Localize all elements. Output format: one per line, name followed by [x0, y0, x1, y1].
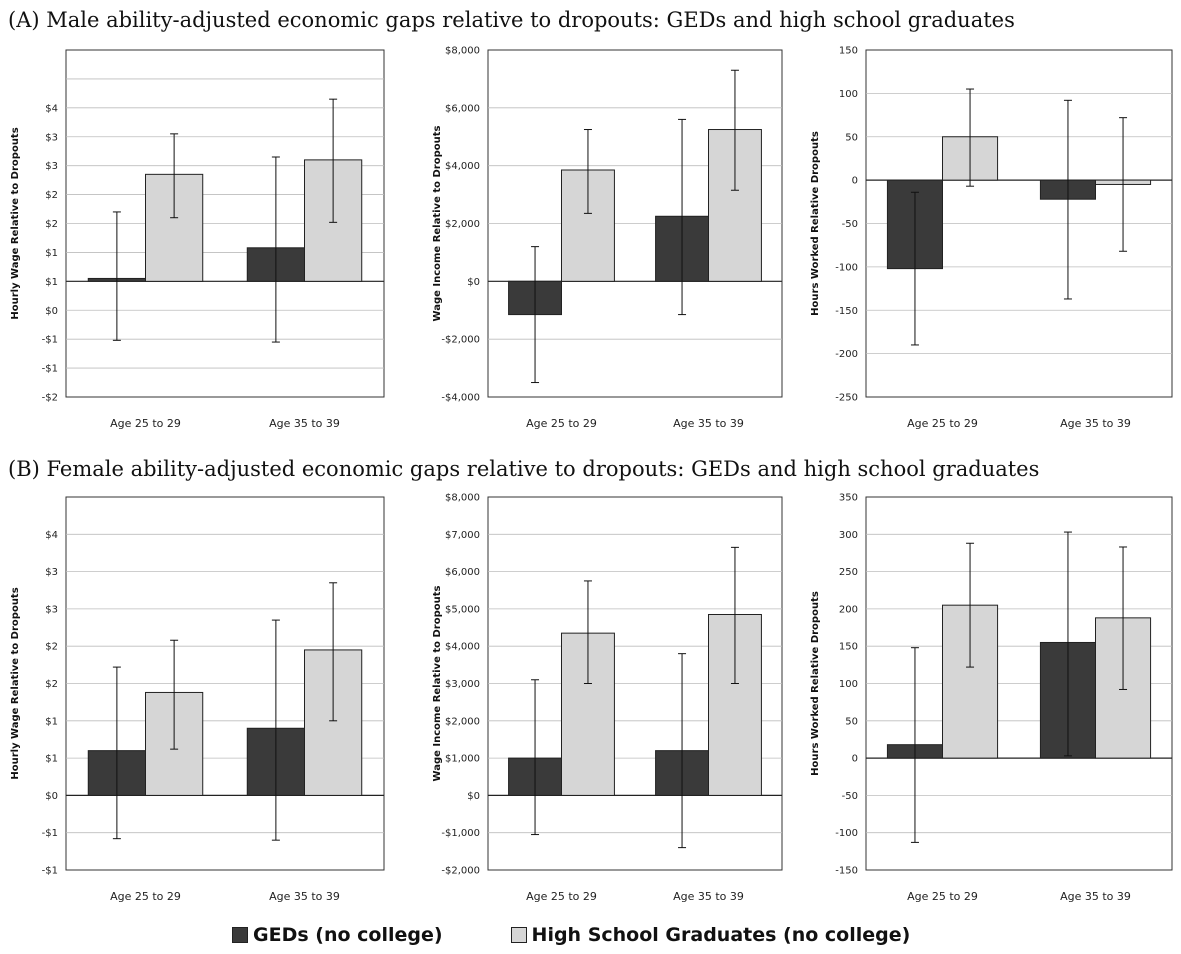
y-tick-label: $8,000 [445, 493, 480, 504]
y-tick-label: $3 [45, 567, 58, 578]
legend: GEDs (no college) High School Graduates … [232, 924, 978, 946]
y-tick-label: $1,000 [445, 754, 480, 765]
y-tick-label: 0 [852, 754, 858, 765]
legend-swatch-ged [232, 927, 248, 943]
y-tick-label: $0 [467, 277, 480, 288]
legend-label-ged: GEDs (no college) [253, 924, 443, 946]
y-tick-label: 0 [852, 176, 858, 187]
chart-6: -150 -100 -50 0 50 100 150 200 250 300 350 Age 25 t… [810, 493, 1173, 903]
y-tick-label: $1 [45, 754, 58, 765]
y-tick-label: $4,000 [445, 161, 480, 172]
x-category-label: Age 25 to 29 [526, 890, 597, 903]
y-tick-label: $6,000 [445, 567, 480, 578]
y-axis-title: Hourly Wage Relative to Dropouts [10, 587, 21, 779]
panel-a-title: (A) Male ability-adjusted economic gaps … [8, 8, 1015, 32]
x-category-label: Age 25 to 29 [110, 417, 181, 430]
y-tick-label: $2 [45, 190, 58, 201]
y-tick-label: $6,000 [445, 103, 480, 114]
y-axis-title: Wage Income Relative to Dropouts [432, 585, 443, 781]
chart-3: -250 -200 -150 -100 -50 0 50 100 150 Age 25 to 29… [810, 46, 1173, 430]
x-category-label: Age 35 to 39 [1060, 417, 1131, 430]
x-category-label: Age 35 to 39 [673, 417, 744, 430]
y-tick-label: -50 [842, 791, 858, 802]
x-category-label: Age 35 to 39 [673, 890, 744, 903]
y-tick-label: -$1 [42, 866, 58, 877]
y-tick-label: 100 [839, 679, 858, 690]
legend-item-hs: High School Graduates (no college) [510, 924, 911, 946]
y-tick-label: -150 [835, 306, 858, 317]
x-category-label: Age 25 to 29 [907, 890, 978, 903]
legend-label-hs: High School Graduates (no college) [531, 924, 911, 946]
y-tick-label: $0 [467, 791, 480, 802]
legend-item-ged: GEDs (no college) [232, 924, 443, 946]
y-axis-title: Wage Income Relative to Dropouts [432, 125, 443, 321]
y-tick-label: -50 [842, 219, 858, 230]
y-tick-label: 300 [839, 530, 858, 541]
chart-2: -$4,000 -$2,000 $0 $2,000 $4,000 $6,000 $8,000… [432, 46, 783, 430]
y-tick-label: 250 [839, 567, 858, 578]
chart-4: -$1 -$1 $0 $1 $1 $2 $2 $3 $3 $4 Age 25 to 29 Age 35… [10, 496, 385, 903]
x-category-label: Age 25 to 29 [526, 417, 597, 430]
y-tick-label: $3 [45, 132, 58, 143]
y-tick-label: 150 [839, 46, 858, 57]
y-tick-label: -$1 [42, 335, 58, 346]
y-tick-label: 50 [845, 132, 858, 143]
y-tick-label: $5,000 [445, 604, 480, 615]
y-tick-label: 50 [845, 716, 858, 727]
y-tick-label: 100 [839, 89, 858, 100]
y-tick-label: 350 [839, 493, 858, 504]
y-tick-label: $2,000 [445, 716, 480, 727]
y-tick-label: -150 [835, 866, 858, 877]
y-tick-label: $0 [45, 791, 58, 802]
y-tick-label: $1 [45, 248, 58, 259]
chart-5: -$2,000 -$1,000 $0 $1,000 $2,000 $3,000 $4,000… [432, 493, 783, 903]
y-tick-label: -$2,000 [441, 335, 480, 346]
y-tick-label: $2,000 [445, 219, 480, 230]
x-category-label: Age 25 to 29 [907, 417, 978, 430]
y-tick-label: -$1 [42, 364, 58, 375]
y-tick-label: $2 [45, 679, 58, 690]
y-tick-label: -100 [835, 262, 858, 273]
y-tick-label: $4 [45, 103, 58, 114]
y-tick-label: -$1,000 [441, 828, 480, 839]
chart-1: -$2 -$1 -$1 $0 $1 $1 $2 $2 $3 $3 $4 Age 25 to 29 Age… [10, 49, 385, 430]
x-category-label: Age 35 to 39 [269, 417, 340, 430]
y-tick-label: $1 [45, 277, 58, 288]
x-category-label: Age 35 to 39 [1060, 890, 1131, 903]
y-tick-label: -$2,000 [441, 866, 480, 877]
y-tick-label: -100 [835, 828, 858, 839]
y-tick-label: $3 [45, 161, 58, 172]
y-tick-label: $2 [45, 642, 58, 653]
y-tick-label: 150 [839, 642, 858, 653]
y-tick-label: $3,000 [445, 679, 480, 690]
legend-swatch-hs [510, 927, 527, 943]
y-tick-label: -$2 [42, 393, 58, 404]
y-tick-label: $2 [45, 219, 58, 230]
y-tick-label: -200 [835, 349, 858, 360]
y-tick-label: $3 [45, 604, 58, 615]
y-tick-label: $0 [45, 306, 58, 317]
y-tick-label: $4 [45, 530, 58, 541]
y-axis-title: Hours Worked Relative Dropouts [810, 131, 821, 316]
y-tick-label: -$1 [42, 828, 58, 839]
panel-b-title: (B) Female ability-adjusted economic gap… [8, 457, 1040, 481]
y-tick-label: -$4,000 [441, 393, 480, 404]
x-category-label: Age 35 to 39 [269, 890, 340, 903]
y-tick-label: $4,000 [445, 642, 480, 653]
y-tick-label: 200 [839, 604, 858, 615]
y-tick-label: $7,000 [445, 530, 480, 541]
x-category-label: Age 25 to 29 [110, 890, 181, 903]
y-tick-label: -250 [835, 393, 858, 404]
y-axis-title: Hourly Wage Relative to Dropouts [10, 127, 21, 319]
y-axis-title: Hours Worked Relative Dropouts [810, 591, 821, 776]
y-tick-label: $1 [45, 716, 58, 727]
y-tick-label: $8,000 [445, 46, 480, 57]
